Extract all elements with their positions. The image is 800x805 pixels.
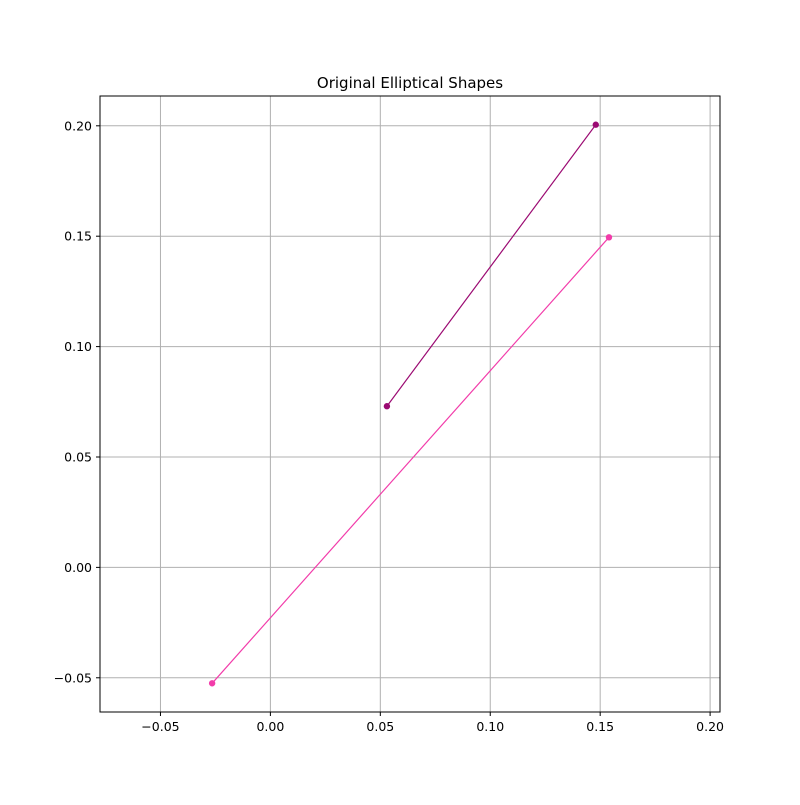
x-tick-label: 0.15 [586,719,614,734]
y-tick-label: 0.20 [64,118,92,133]
x-tick-label: 0.00 [256,719,284,734]
grid-lines [100,96,720,712]
x-tick-label: 0.10 [476,719,504,734]
x-tick-label: 0.05 [366,719,394,734]
series-1-point [592,121,599,128]
x-tick-label: −0.05 [141,719,179,734]
series-2-line [211,236,610,684]
y-tick-label: 0.15 [64,229,92,244]
y-tick-label: 0.10 [64,339,92,354]
series-2-point [208,680,216,687]
series-2-point [605,234,613,241]
y-tick-label: −0.05 [54,670,92,685]
y-tick-label: 0.00 [64,560,92,575]
data-series [208,121,613,687]
x-tick-label: 0.20 [696,719,724,734]
chart-title: Original Elliptical Shapes [317,74,503,92]
series-1-point [383,403,391,410]
series-1-line [386,124,597,407]
axis-ticks: −0.05 0.00 0.05 0.10 0.15 0.20 −0.05 0.00 0.05 0.… [54,118,724,734]
y-tick-label: 0.05 [64,449,92,464]
axes-frame [99,95,721,713]
